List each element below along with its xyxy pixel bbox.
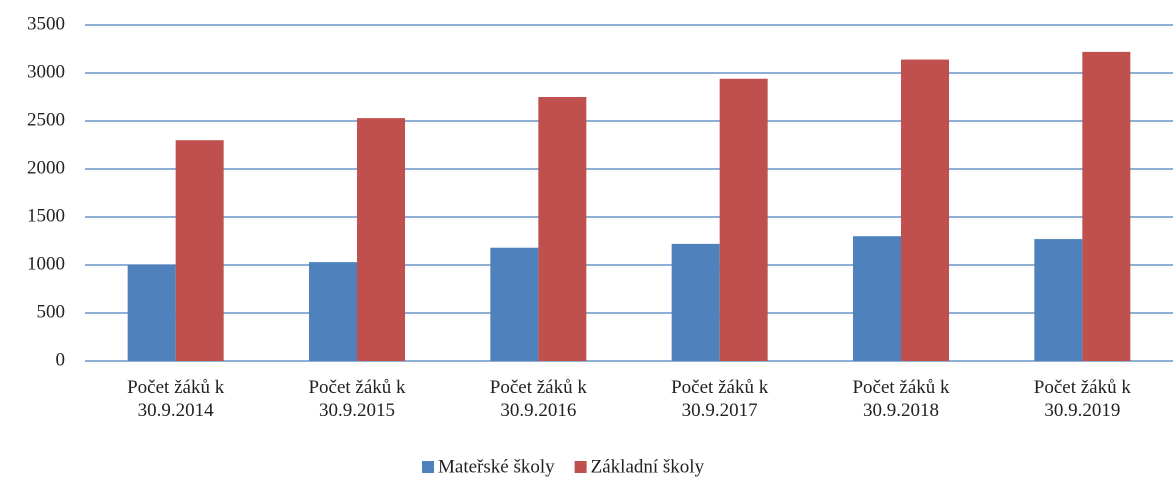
bar: [1034, 239, 1083, 361]
bar: [490, 247, 539, 361]
y-tick-label: 500: [37, 301, 66, 322]
bar: [719, 78, 768, 361]
legend-label: Základní školy: [591, 456, 705, 477]
x-tick-label: Počet žáků k 30.9.2018: [852, 377, 950, 421]
legend-label: Mateřské školy: [438, 456, 555, 477]
bar: [357, 118, 405, 362]
bar: [853, 236, 901, 361]
bar: [671, 243, 720, 361]
y-tick-label: 3500: [27, 13, 65, 34]
y-tick-label: 1000: [27, 253, 65, 274]
x-tick-label: Počet žáků k 30.9.2014: [127, 377, 225, 421]
bar: [1082, 51, 1131, 361]
y-tick-label: 2500: [27, 109, 65, 130]
x-tick-label: Počet žáků k 30.9.2016: [489, 377, 587, 421]
bar: [175, 140, 224, 361]
bar: [538, 97, 587, 361]
y-tick-label: 1500: [27, 205, 65, 226]
x-tick-label: Počet žáků k 30.9.2019: [1033, 377, 1131, 421]
x-tick-label: Počet žáků k 30.9.2017: [671, 377, 769, 421]
y-tick-label: 0: [56, 349, 66, 370]
bar: [309, 262, 357, 361]
bar: [127, 265, 176, 361]
y-tick-label: 3000: [27, 61, 65, 82]
x-tick-label: Počet žáků k 30.9.2015: [308, 377, 406, 421]
y-tick-label: 2000: [27, 157, 65, 178]
legend-swatch: [574, 461, 587, 473]
bar: [901, 59, 949, 362]
legend-swatch: [422, 461, 434, 473]
